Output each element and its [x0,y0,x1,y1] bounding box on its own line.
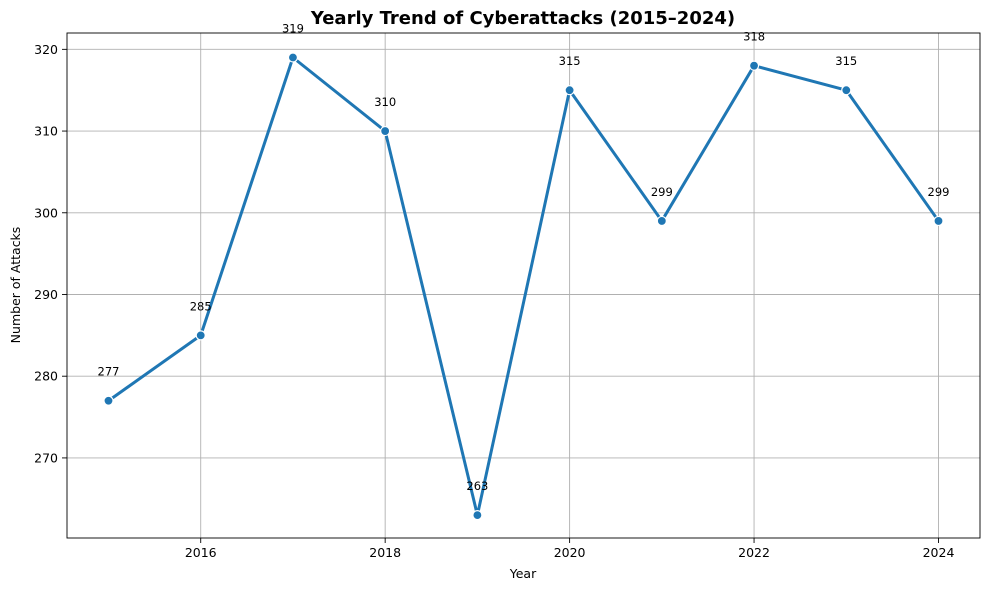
data-label: 277 [98,365,120,379]
data-point [287,52,299,63]
data-label: 318 [743,30,765,44]
data-labels: 277 285 319 310 263 315 299 318 315 299 [98,22,950,494]
data-point [564,85,575,96]
data-label: 310 [374,95,396,109]
y-tick-label: 280 [34,369,58,384]
data-point [656,215,667,227]
ticks: 2016 2018 2020 2022 2024 270 280 290 300 310 320 [34,42,954,560]
data-label: 263 [466,479,488,493]
data-point [195,330,206,341]
data-point [472,510,483,521]
x-tick-label: 2018 [369,545,401,560]
y-tick-label: 320 [34,42,58,57]
data-point [103,395,114,406]
data-point [748,60,760,71]
x-tick-label: 2024 [923,545,955,560]
grid [67,33,980,538]
data-point [380,125,391,137]
data-label: 299 [928,185,950,199]
x-tick-label: 2020 [554,545,586,560]
y-axis-label: Number of Attacks [8,227,23,344]
y-tick-label: 300 [34,205,58,220]
x-tick-label: 2022 [738,545,770,560]
series-line [107,56,940,517]
data-point [933,215,944,227]
data-label: 319 [282,22,304,36]
y-tick-label: 290 [34,287,58,302]
plot-frame [66,32,981,539]
data-label: 299 [651,185,673,199]
y-tick-label: 310 [34,124,58,139]
data-point [841,85,852,96]
data-label: 285 [190,299,212,313]
chart-title: Yearly Trend of Cyberattacks (2015–2024) [310,8,735,29]
series [103,52,944,521]
x-tick-label: 2016 [185,545,217,560]
data-label: 315 [559,54,581,68]
x-axis-label: Year [509,566,537,581]
y-tick-label: 270 [34,450,58,465]
data-label: 315 [835,54,857,68]
